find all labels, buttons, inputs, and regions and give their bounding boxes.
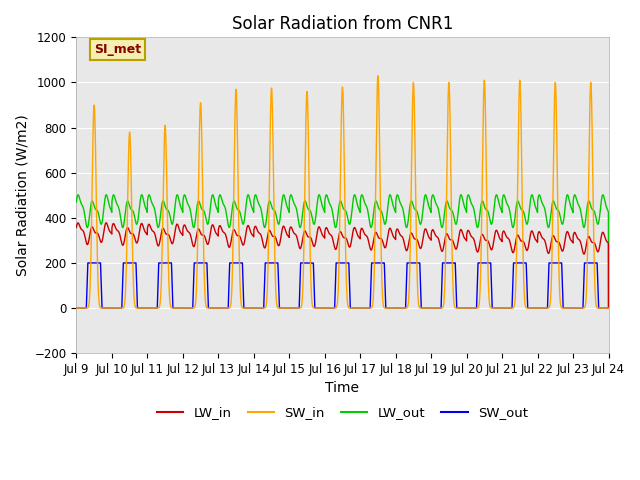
LW_in <box>102 220 110 226</box>
SW_in <box>605 305 612 311</box>
LW_in <box>72 225 80 230</box>
LW_in <box>576 237 584 243</box>
SW_in <box>72 305 80 311</box>
LW_in <box>461 236 469 242</box>
SW_in <box>324 305 332 311</box>
SW_in <box>253 305 261 311</box>
Legend: LW_in, SW_in, LW_out, SW_out: LW_in, SW_in, LW_out, SW_out <box>152 401 533 424</box>
LW_in <box>582 243 590 249</box>
Line: SW_out: SW_out <box>76 263 609 308</box>
SW_out <box>84 260 92 266</box>
LW_in <box>605 305 612 311</box>
SW_out <box>477 260 484 266</box>
LW_out <box>253 196 261 202</box>
SW_out <box>253 305 261 311</box>
SW_out <box>324 305 332 311</box>
SW_in <box>582 294 590 300</box>
LW_out <box>324 197 332 203</box>
SW_out <box>72 305 80 311</box>
Line: LW_out: LW_out <box>76 195 609 308</box>
X-axis label: Time: Time <box>326 382 360 396</box>
LW_in <box>477 237 484 243</box>
SW_out <box>582 260 590 266</box>
LW_out <box>576 204 584 210</box>
LW_out <box>582 213 590 219</box>
Y-axis label: Solar Radiation (W/m2): Solar Radiation (W/m2) <box>15 114 29 276</box>
LW_in <box>253 227 261 233</box>
LW_out <box>599 192 607 198</box>
SW_in <box>576 305 584 311</box>
SW_in <box>374 73 381 79</box>
SW_out <box>605 305 612 311</box>
SW_out <box>461 305 469 311</box>
SW_in <box>461 305 469 311</box>
Line: SW_in: SW_in <box>76 76 609 308</box>
Text: SI_met: SI_met <box>94 43 141 56</box>
LW_in <box>324 228 332 234</box>
SW_out <box>576 305 584 311</box>
LW_out <box>605 305 612 311</box>
LW_out <box>72 199 80 205</box>
LW_out <box>477 207 484 213</box>
LW_out <box>461 206 469 212</box>
SW_in <box>477 278 484 284</box>
Line: LW_in: LW_in <box>76 223 609 308</box>
Title: Solar Radiation from CNR1: Solar Radiation from CNR1 <box>232 15 453 33</box>
